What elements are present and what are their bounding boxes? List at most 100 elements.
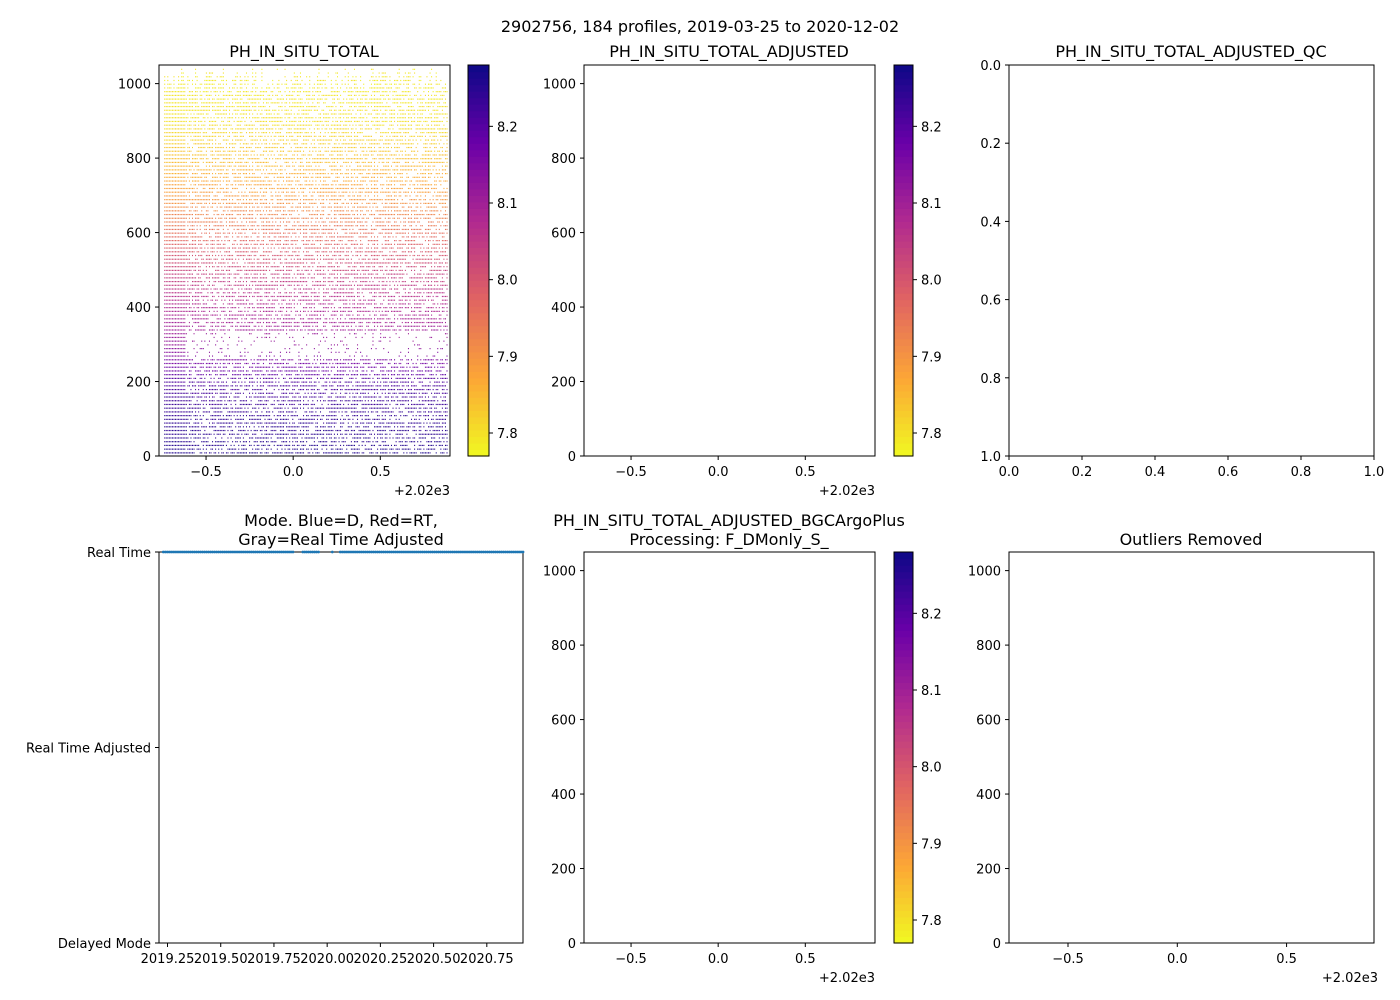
heatmap-cell	[245, 280, 247, 283]
heatmap-cell	[244, 318, 246, 320]
heatmap-cell	[216, 247, 218, 249]
heatmap-cell	[238, 128, 240, 130]
heatmap-cell	[198, 392, 200, 394]
heatmap-cell	[233, 135, 235, 137]
heatmap-cell	[208, 396, 210, 398]
heatmap-cell	[229, 400, 231, 402]
heatmap-cell	[230, 117, 232, 119]
heatmap-cell	[212, 124, 214, 126]
heatmap-cell	[219, 415, 221, 417]
heatmap-cell	[255, 292, 257, 294]
heatmap-cell	[244, 180, 246, 182]
heatmap-cell	[175, 329, 177, 331]
heatmap-cell	[232, 314, 234, 316]
heatmap-cell	[191, 340, 193, 342]
heatmap-cell	[252, 418, 254, 420]
heatmap-cell	[239, 310, 241, 312]
heatmap-cell	[229, 91, 231, 93]
heatmap-cell	[261, 240, 263, 242]
heatmap-cell	[218, 444, 220, 447]
heatmap-cell	[245, 124, 247, 126]
heatmap-cell	[256, 225, 258, 227]
heatmap-cell	[259, 441, 261, 443]
heatmap-cell	[204, 195, 206, 197]
heatmap-cell	[198, 388, 200, 391]
heatmap-cell	[252, 191, 254, 193]
heatmap-cell	[190, 388, 192, 391]
heatmap-cell	[229, 303, 231, 305]
heatmap-cell	[213, 415, 215, 417]
heatmap-cell	[178, 217, 180, 219]
heatmap-cell	[264, 98, 266, 100]
heatmap-cell	[182, 113, 184, 115]
heatmap-cell	[175, 221, 177, 223]
heatmap-cell	[238, 117, 240, 119]
heatmap-cell	[255, 72, 257, 74]
heatmap-cell	[249, 452, 251, 454]
heatmap-cell	[258, 132, 260, 134]
heatmap-cell	[168, 452, 170, 454]
heatmap-cell	[168, 422, 170, 424]
heatmap-cell	[245, 117, 247, 119]
heatmap-cell	[193, 124, 195, 126]
heatmap-cell	[262, 318, 264, 320]
heatmap-cell	[235, 448, 237, 450]
heatmap-cell	[216, 422, 218, 424]
heatmap-cell	[191, 299, 193, 301]
heatmap-cell	[175, 195, 177, 197]
heatmap-cell	[191, 158, 193, 160]
heatmap-cell	[170, 247, 172, 249]
heatmap-cell	[250, 150, 252, 152]
heatmap-cell	[245, 236, 247, 238]
heatmap-cell	[175, 366, 177, 368]
heatmap-cell	[219, 206, 221, 208]
heatmap-cell	[175, 172, 177, 175]
heatmap-cell	[164, 396, 166, 398]
heatmap-cell	[198, 381, 200, 383]
heatmap-cell	[175, 411, 177, 413]
heatmap-cell	[187, 415, 189, 417]
heatmap-cell	[222, 98, 224, 100]
heatmap-cell	[167, 452, 169, 454]
heatmap-cell	[222, 422, 224, 424]
heatmap-cell	[218, 415, 220, 417]
heatmap-cell	[232, 117, 234, 119]
heatmap-cell	[225, 366, 227, 368]
heatmap-cell	[167, 310, 169, 312]
heatmap-cell	[181, 392, 183, 394]
heatmap-cell	[175, 109, 177, 111]
heatmap-cell	[207, 206, 209, 208]
heatmap-cell	[253, 124, 255, 126]
heatmap-cell	[204, 128, 206, 130]
heatmap-cell	[230, 191, 232, 193]
heatmap-cell	[175, 202, 177, 204]
heatmap-cell	[215, 232, 217, 234]
heatmap-cell	[235, 161, 237, 164]
heatmap-cell	[164, 340, 166, 342]
heatmap-cell	[193, 247, 195, 249]
heatmap-cell	[190, 310, 192, 312]
heatmap-cell	[165, 407, 167, 409]
heatmap-cell	[191, 392, 193, 394]
heatmap-cell	[167, 348, 169, 350]
heatmap-cell	[170, 426, 172, 428]
heatmap-cell	[216, 225, 218, 227]
heatmap-cell	[167, 206, 169, 208]
heatmap-cell	[258, 370, 260, 372]
heatmap-cell	[179, 392, 181, 394]
heatmap-cell	[167, 79, 169, 82]
heatmap-cell	[236, 195, 238, 197]
heatmap-cell	[171, 165, 173, 167]
heatmap-cell	[198, 117, 200, 119]
heatmap-cell	[218, 243, 220, 245]
heatmap-cell	[252, 303, 254, 305]
heatmap-cell	[207, 318, 209, 320]
heatmap-cell	[168, 124, 170, 126]
heatmap-cell	[184, 340, 186, 342]
heatmap-cell	[167, 381, 169, 383]
heatmap-cell	[249, 228, 251, 231]
heatmap-cell	[225, 396, 227, 398]
heatmap-cell	[182, 370, 184, 372]
heatmap-cell	[175, 258, 177, 260]
heatmap-cell	[255, 314, 257, 316]
